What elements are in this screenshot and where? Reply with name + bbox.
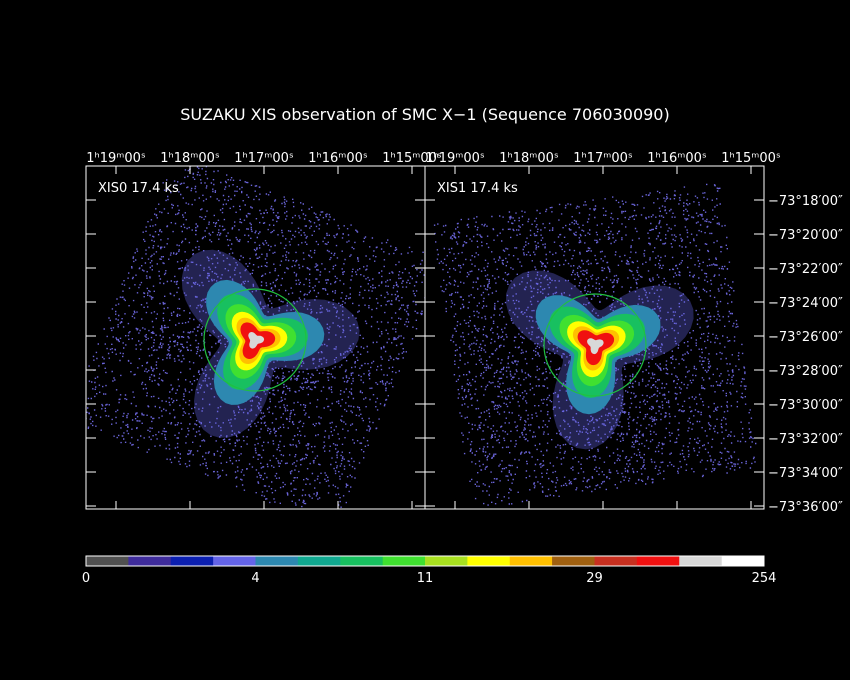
colorbar-label: 4	[251, 571, 259, 586]
colorbar-segment	[255, 556, 299, 566]
dec-tick-label: −73°18′00″	[768, 194, 843, 209]
ra-tick-label: 1ʰ16ᵐ00ˢ	[308, 151, 368, 166]
colorbar-label: 11	[417, 571, 434, 586]
ra-tick-label: 1ʰ15ᵐ00ˢ	[382, 151, 442, 166]
panel: XIS1 17.4 ks 1ʰ19ᵐ00ˢ 1ʰ18ᵐ00ˢ 1ʰ17ᵐ00ˢ 1ʰ16…	[424, 151, 781, 510]
colorbar-segment	[170, 556, 214, 566]
colorbar-segment	[128, 556, 172, 566]
colorbar-segment	[721, 556, 765, 566]
source-region	[543, 293, 647, 397]
dec-tick-label: −73°22′00″	[768, 262, 843, 277]
dec-tick-label: −73°32′00″	[768, 432, 843, 447]
panel-frame	[424, 165, 765, 510]
colorbar-segment	[594, 556, 638, 566]
source-region	[203, 288, 307, 392]
colorbar-segment	[509, 556, 553, 566]
dec-tick-label: −73°30′00″	[768, 398, 843, 413]
ra-tick-label: 1ʰ17ᵐ00ˢ	[234, 151, 294, 166]
dec-tick-label: −73°26′00″	[768, 330, 843, 345]
ra-tick-label: 1ʰ18ᵐ00ˢ	[160, 151, 220, 166]
colorbar-segment	[297, 556, 341, 566]
image	[86, 166, 425, 508]
colorbar-segment	[340, 556, 383, 566]
colorbar-label: 29	[586, 571, 603, 586]
ra-tick-label: 1ʰ19ᵐ00ˢ	[425, 151, 485, 166]
panel-label: XIS1 17.4 ks	[437, 181, 518, 196]
photon-dots	[86, 166, 425, 508]
colorbar-segment	[382, 556, 426, 566]
panel: XIS0 17.4 ks 1ʰ19ᵐ00ˢ 1ʰ18ᵐ00ˢ 1ʰ17ᵐ00ˢ 1ʰ16…	[85, 151, 442, 510]
ra-tick-label: 1ʰ19ᵐ00ˢ	[86, 151, 146, 166]
dec-tick-label: −73°24′00″	[768, 296, 843, 311]
colorbar-frame	[85, 555, 765, 567]
figure-title: SUZAKU XIS observation of SMC X−1 (Seque…	[180, 105, 669, 124]
dec-tick-label: −73°34′00″	[768, 466, 843, 481]
ra-tick-label: 1ʰ16ᵐ00ˢ	[647, 151, 707, 166]
colorbar-segment	[636, 556, 680, 566]
colorbar-segment	[86, 556, 129, 566]
colorbar-segment	[425, 556, 468, 566]
intensity-contour	[248, 332, 265, 349]
colorbar-label: 0	[82, 571, 90, 586]
colorbar-label: 254	[752, 571, 777, 586]
ra-tick-label: 1ʰ18ᵐ00ˢ	[499, 151, 559, 166]
intensity-contour	[587, 338, 604, 355]
panel-label: XIS0 17.4 ks	[98, 181, 179, 196]
ra-tick-label: 1ʰ17ᵐ00ˢ	[573, 151, 633, 166]
colorbar-segment	[467, 556, 511, 566]
dec-tick-label: −73°28′00″	[768, 364, 843, 379]
colorbar-segment	[552, 556, 595, 566]
dec-tick-label: −73°20′00″	[768, 228, 843, 243]
colorbar-segment	[679, 556, 722, 566]
dec-tick-label: −73°36′00″	[768, 500, 843, 515]
ra-tick-label: 1ʰ15ᵐ00ˢ	[721, 151, 781, 166]
colorbar-segment	[213, 556, 256, 566]
image	[433, 183, 757, 506]
